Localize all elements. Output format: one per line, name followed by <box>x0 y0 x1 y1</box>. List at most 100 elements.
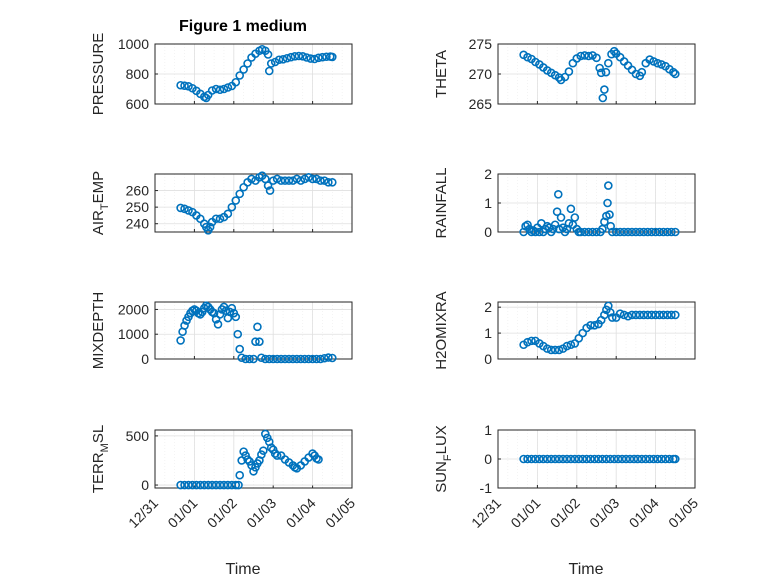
y-tick-label: 0 <box>141 477 149 493</box>
data-point <box>239 65 248 74</box>
data-point <box>586 321 595 330</box>
data-point <box>234 480 243 490</box>
data-point <box>619 227 629 237</box>
data-point <box>259 446 268 455</box>
x-tick-label: 01/05 <box>322 495 358 531</box>
data-point <box>663 227 672 237</box>
panel-mixdepth: 0 1000 2000 MIXDEPTH <box>90 292 353 369</box>
data-point <box>235 470 245 480</box>
data-point <box>564 219 574 228</box>
data-point <box>623 311 633 321</box>
panel-pressure: 600 800 1000 PRESSURE <box>90 33 353 115</box>
y-axis-label: SUNFLUX <box>433 425 454 493</box>
data-point <box>280 176 290 185</box>
data-point <box>576 51 586 61</box>
axes-border <box>154 43 353 105</box>
data-point <box>276 354 286 364</box>
data-point <box>627 310 637 320</box>
y-tick-label: 2000 <box>118 301 149 317</box>
data-point <box>550 345 560 355</box>
data-point <box>286 52 296 62</box>
data-point <box>203 480 213 490</box>
data-point <box>219 480 229 490</box>
data-point <box>623 227 633 237</box>
x-tick-label: 01/01 <box>507 495 543 531</box>
data-point <box>310 54 319 64</box>
data-point <box>653 58 662 68</box>
data-point <box>523 454 532 464</box>
data-point <box>263 181 273 190</box>
data-point <box>663 310 672 320</box>
y-tick-label: 265 <box>469 96 493 112</box>
data-point <box>603 198 612 208</box>
data-point <box>562 341 572 351</box>
data-point <box>180 204 189 214</box>
y-tick-label: 240 <box>126 216 150 232</box>
panel-sun-flux: 12/31 01/01 01/02 01/03 01/04 01/05 -1 0 1 SUNFLU… <box>433 422 701 531</box>
data-point <box>574 454 584 464</box>
data-point <box>314 455 323 464</box>
data-point <box>296 354 306 364</box>
data-point <box>554 454 564 464</box>
data-point <box>631 310 641 320</box>
data-point <box>316 354 325 364</box>
y-tick-label: 270 <box>469 66 493 82</box>
data-point <box>180 480 189 490</box>
data-point <box>322 52 331 62</box>
data-point <box>667 227 676 237</box>
data-point <box>268 176 278 185</box>
data-point <box>314 53 323 63</box>
x-tick-label: 01/03 <box>243 495 279 531</box>
y-axis-label: TERRMSL <box>90 425 111 493</box>
data-point <box>235 189 245 199</box>
data-point <box>306 54 315 63</box>
data-point <box>625 454 635 464</box>
data-point <box>542 344 552 353</box>
data-point <box>566 204 576 214</box>
data-point <box>227 202 237 212</box>
data-point <box>215 85 225 95</box>
data-point <box>564 67 574 76</box>
data-point <box>231 312 241 322</box>
data-point <box>251 337 260 346</box>
data-point <box>227 303 237 313</box>
data-point <box>231 77 241 87</box>
y-tick-label: -1 <box>480 480 493 496</box>
x-tick-label: 01/04 <box>283 495 319 531</box>
data-point <box>290 51 300 61</box>
data-point <box>215 214 225 224</box>
data-point <box>633 454 643 464</box>
data-point <box>531 227 540 237</box>
data-point <box>312 354 321 364</box>
data-point <box>556 213 566 222</box>
data-point <box>302 53 311 62</box>
data-point <box>278 54 288 64</box>
data-point <box>233 329 243 339</box>
data-point <box>627 227 637 237</box>
data-point <box>300 354 310 364</box>
data-point <box>219 84 229 94</box>
axes-border <box>497 429 696 489</box>
data-point <box>655 310 664 320</box>
data-point <box>631 227 641 237</box>
data-point <box>566 454 576 464</box>
y-tick-label: 260 <box>126 183 150 199</box>
data-point <box>274 55 284 65</box>
data-point <box>237 353 246 363</box>
data-point <box>604 58 613 68</box>
data-point <box>296 176 306 185</box>
panel-theta: 265 270 275 THETA <box>433 36 696 112</box>
data-point <box>596 68 606 78</box>
y-axis-label: THETA <box>433 50 450 98</box>
data-point <box>553 190 563 199</box>
data-point <box>288 354 298 364</box>
data-point <box>272 451 282 460</box>
data-point <box>598 93 608 103</box>
y-tick-label: 0 <box>484 224 492 240</box>
data-point <box>562 454 572 464</box>
x-tick-label: 01/03 <box>586 495 622 531</box>
data-point <box>595 63 604 73</box>
data-point <box>580 227 589 237</box>
data-point <box>253 322 262 332</box>
data-point <box>617 454 627 464</box>
